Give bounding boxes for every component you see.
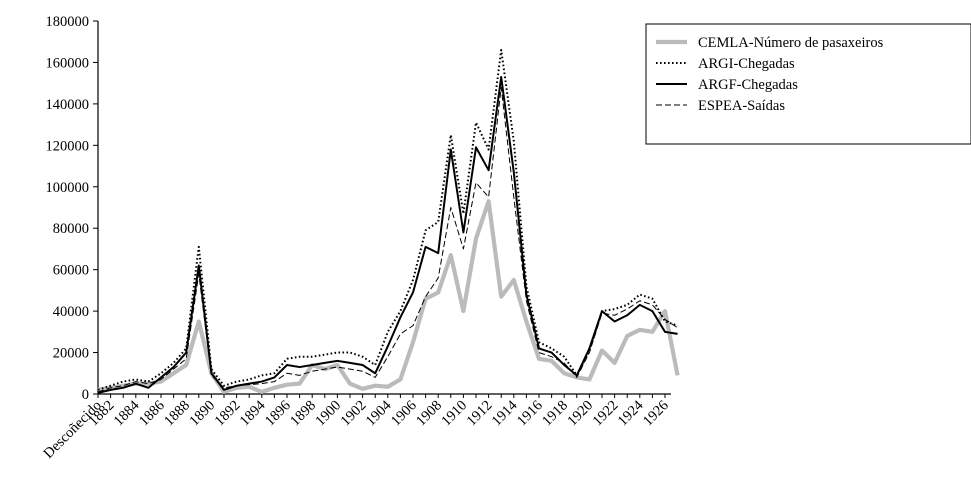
legend-label-3: ARGF-Chegadas [698, 77, 798, 93]
y-tick-label: 60000 [53, 263, 89, 279]
x-tick-label: 1888 [161, 398, 193, 430]
x-tick-label: 1900 [312, 398, 344, 430]
x-tick-label: 1922 [590, 398, 622, 430]
x-tick-label: 1886 [136, 398, 168, 430]
x-tick-label: 1920 [564, 398, 596, 430]
legend-box [645, 23, 971, 145]
x-tick-label: 1906 [388, 398, 420, 430]
y-tick-label: 80000 [53, 221, 89, 237]
legend-label-1: CEMLA-Número de pasaxeiros [698, 35, 884, 51]
x-tick-label: 1896 [262, 398, 294, 430]
x-tick-label: 1910 [438, 398, 470, 430]
x-tick-label: 1926 [640, 398, 672, 430]
chart-legend: CEMLA-Número de pasaxeiros ARGI-Chegadas A… [645, 23, 971, 145]
x-tick-label: 1916 [514, 398, 546, 430]
x-tick-label: 1912 [464, 398, 496, 430]
y-tick-label: 120000 [46, 138, 90, 154]
legend-label-2: ARGI-Chegadas [698, 56, 795, 72]
chart-axes: 0 20000 40000 60000 80000 100000 120000 140000 1… [41, 14, 672, 462]
x-tick-label: 1914 [489, 397, 521, 429]
y-tick-label: 0 [82, 387, 89, 403]
series-line-1 [97, 199, 680, 395]
x-tick-label: 1904 [363, 397, 395, 429]
series-line-3 [97, 75, 678, 394]
series-line-4 [97, 86, 678, 393]
x-tick-label: 1898 [287, 398, 319, 430]
y-tick-label: 160000 [46, 55, 90, 71]
y-tick-label: 20000 [53, 346, 89, 362]
x-tick-label: 1890 [186, 398, 218, 430]
chart-series [97, 49, 680, 395]
x-tick-label: 1894 [237, 397, 269, 429]
x-tick-label: 1902 [338, 398, 370, 430]
y-tick-label: 100000 [46, 180, 90, 196]
x-tick-label: 1924 [615, 397, 647, 429]
x-tick-label: 1908 [413, 398, 445, 430]
legend-label-4: ESPEA-Saídas [698, 98, 785, 114]
x-tick-label: 1884 [111, 397, 143, 429]
x-tick-label: 1918 [539, 398, 571, 430]
x-tick-label: 1892 [212, 398, 244, 430]
series-line-2 [97, 49, 678, 391]
y-tick-label: 140000 [46, 97, 90, 113]
y-tick-label: 40000 [53, 304, 89, 320]
y-tick-label: 180000 [46, 14, 90, 30]
